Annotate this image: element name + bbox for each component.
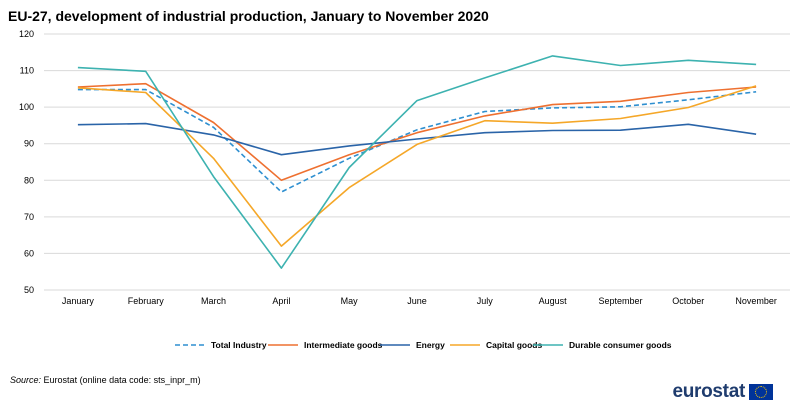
gridlines [44,33,790,291]
legend-label: Total Industry [211,340,267,350]
source-text: Eurostat (online data code: sts_inpr_m) [43,375,201,385]
x-tick-label: January [62,296,95,306]
x-tick-label: March [201,296,226,306]
eurostat-logo: eurostat [672,381,773,403]
series-line-capital-goods [77,85,757,247]
x-tick-label: May [341,296,359,306]
y-tick-label: 100 [19,102,34,112]
y-tick-label: 50 [24,285,34,295]
legend-label: Energy [416,340,445,350]
logo-text: eurostat [672,381,745,402]
x-tick-label: October [672,296,704,306]
y-tick-label: 70 [24,212,34,222]
y-tick-label: 110 [20,66,34,76]
source-note: Source: Eurostat (online data code: sts_… [10,375,201,385]
x-tick-label: February [128,296,165,306]
legend-label: Durable consumer goods [569,340,672,350]
legend: Total Industry Intermediate goods Energy Ca… [175,340,672,350]
legend-label: Intermediate goods [304,340,383,350]
y-axis-ticks: 50 60 70 80 90 100 110 120 [19,29,34,295]
series-lines [77,55,757,269]
y-tick-label: 90 [24,139,34,149]
x-tick-label: April [272,296,290,306]
legend-label: Capital goods [486,340,542,350]
x-tick-label: July [477,296,494,306]
x-tick-label: November [735,296,777,306]
series-line-total-industry [77,88,757,193]
chart-title: EU-27, development of industrial product… [8,8,489,24]
eu-flag-icon [749,384,773,400]
series-line-intermediate-goods [77,82,757,182]
x-axis-ticks: January February March April May June July Augu… [62,296,777,306]
series-line-durable-consumer-goods [77,55,757,269]
source-label: Source: [10,375,42,385]
y-tick-label: 120 [19,29,34,39]
y-tick-label: 80 [24,175,34,185]
y-tick-label: 60 [24,248,34,258]
series-line-energy [77,122,757,156]
x-tick-label: August [539,296,568,306]
x-tick-label: September [598,296,642,306]
x-tick-label: June [407,296,427,306]
